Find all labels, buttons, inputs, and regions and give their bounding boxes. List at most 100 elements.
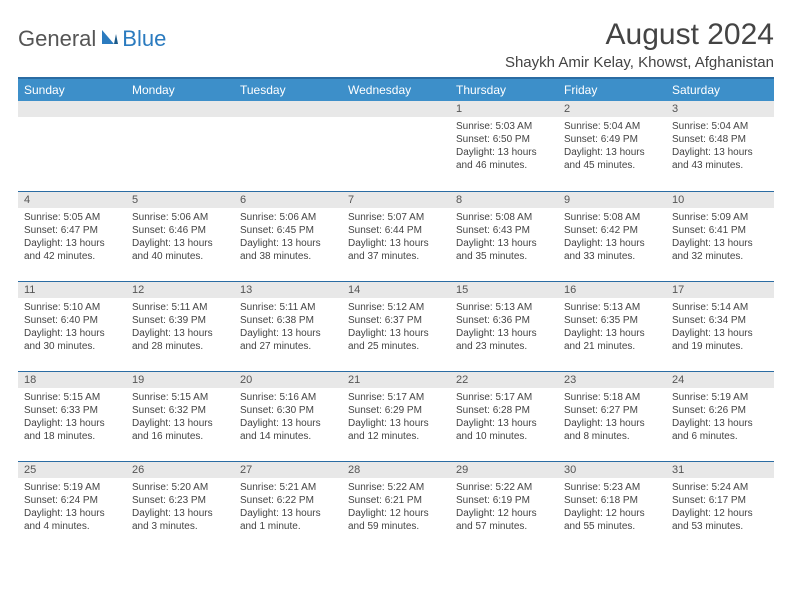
daylight-text: Daylight: 13 hours — [132, 417, 228, 430]
calendar-cell: 18Sunrise: 5:15 AMSunset: 6:33 PMDayligh… — [18, 371, 126, 461]
daylight-text: and 6 minutes. — [672, 430, 768, 443]
calendar-cell: 29Sunrise: 5:22 AMSunset: 6:19 PMDayligh… — [450, 461, 558, 551]
daylight-text: and 40 minutes. — [132, 250, 228, 263]
sunrise-text: Sunrise: 5:23 AM — [564, 481, 660, 494]
weekday-header: Sunday — [18, 78, 126, 101]
daylight-text: and 45 minutes. — [564, 159, 660, 172]
daylight-text: Daylight: 13 hours — [456, 237, 552, 250]
day-number: 19 — [126, 372, 234, 388]
day-details: Sunrise: 5:03 AMSunset: 6:50 PMDaylight:… — [450, 117, 558, 175]
day-number: 22 — [450, 372, 558, 388]
day-details: Sunrise: 5:21 AMSunset: 6:22 PMDaylight:… — [234, 478, 342, 536]
daylight-text: Daylight: 12 hours — [348, 507, 444, 520]
daylight-text: and 35 minutes. — [456, 250, 552, 263]
daylight-text: Daylight: 13 hours — [564, 237, 660, 250]
calendar-cell: 9Sunrise: 5:08 AMSunset: 6:42 PMDaylight… — [558, 191, 666, 281]
daylight-text: and 3 minutes. — [132, 520, 228, 533]
sunset-text: Sunset: 6:44 PM — [348, 224, 444, 237]
day-number: 8 — [450, 192, 558, 208]
daylight-text: Daylight: 13 hours — [24, 237, 120, 250]
daylight-text: Daylight: 13 hours — [132, 237, 228, 250]
day-details: Sunrise: 5:17 AMSunset: 6:29 PMDaylight:… — [342, 388, 450, 446]
weekday-header: Thursday — [450, 78, 558, 101]
daylight-text: and 27 minutes. — [240, 340, 336, 353]
daylight-text: Daylight: 13 hours — [672, 327, 768, 340]
daylight-text: Daylight: 12 hours — [456, 507, 552, 520]
day-details: Sunrise: 5:15 AMSunset: 6:33 PMDaylight:… — [18, 388, 126, 446]
day-number — [18, 101, 126, 117]
day-details: Sunrise: 5:08 AMSunset: 6:43 PMDaylight:… — [450, 208, 558, 266]
sunset-text: Sunset: 6:47 PM — [24, 224, 120, 237]
day-details: Sunrise: 5:06 AMSunset: 6:45 PMDaylight:… — [234, 208, 342, 266]
daylight-text: and 37 minutes. — [348, 250, 444, 263]
logo-sail-icon — [100, 28, 120, 51]
sunset-text: Sunset: 6:38 PM — [240, 314, 336, 327]
sunset-text: Sunset: 6:39 PM — [132, 314, 228, 327]
day-number: 12 — [126, 282, 234, 298]
daylight-text: Daylight: 13 hours — [672, 417, 768, 430]
sunset-text: Sunset: 6:36 PM — [456, 314, 552, 327]
daylight-text: and 46 minutes. — [456, 159, 552, 172]
daylight-text: and 8 minutes. — [564, 430, 660, 443]
daylight-text: Daylight: 13 hours — [240, 237, 336, 250]
calendar-cell: 19Sunrise: 5:15 AMSunset: 6:32 PMDayligh… — [126, 371, 234, 461]
day-number: 5 — [126, 192, 234, 208]
daylight-text: Daylight: 13 hours — [132, 327, 228, 340]
calendar-cell: 12 Sunrise: 5:11 AMSunset: 6:39 PMDayligh… — [126, 281, 234, 371]
sunrise-text: Sunrise: 5:06 AM — [132, 211, 228, 224]
calendar-cell: 7Sunrise: 5:07 AMSunset: 6:44 PMDaylight… — [342, 191, 450, 281]
day-number: 27 — [234, 462, 342, 478]
sunset-text: Sunset: 6:46 PM — [132, 224, 228, 237]
month-title: August 2024 — [505, 18, 774, 52]
daylight-text: Daylight: 13 hours — [456, 146, 552, 159]
daylight-text: Daylight: 13 hours — [456, 327, 552, 340]
calendar-cell: 3Sunrise: 5:04 AMSunset: 6:48 PMDaylight… — [666, 101, 774, 191]
day-details: Sunrise: 5:24 AMSunset: 6:17 PMDaylight:… — [666, 478, 774, 536]
calendar-cell: 28Sunrise: 5:22 AMSunset: 6:21 PMDayligh… — [342, 461, 450, 551]
daylight-text: and 21 minutes. — [564, 340, 660, 353]
calendar-cell: 4Sunrise: 5:05 AMSunset: 6:47 PMDaylight… — [18, 191, 126, 281]
calendar-cell — [234, 101, 342, 191]
calendar-week-row: 18Sunrise: 5:15 AMSunset: 6:33 PMDayligh… — [18, 371, 774, 461]
sunrise-text: Sunrise: 5:18 AM — [564, 391, 660, 404]
sunset-text: Sunset: 6:27 PM — [564, 404, 660, 417]
day-details: Sunrise: 5:22 AMSunset: 6:21 PMDaylight:… — [342, 478, 450, 536]
daylight-text: and 19 minutes. — [672, 340, 768, 353]
daylight-text: Daylight: 13 hours — [240, 417, 336, 430]
day-number: 20 — [234, 372, 342, 388]
day-number: 28 — [342, 462, 450, 478]
daylight-text: Daylight: 13 hours — [564, 327, 660, 340]
day-details: Sunrise: 5:07 AMSunset: 6:44 PMDaylight:… — [342, 208, 450, 266]
sunrise-text: Sunrise: 5:19 AM — [672, 391, 768, 404]
calendar-cell — [126, 101, 234, 191]
day-number: 16 — [558, 282, 666, 298]
sunset-text: Sunset: 6:33 PM — [24, 404, 120, 417]
day-number: 23 — [558, 372, 666, 388]
sunset-text: Sunset: 6:30 PM — [240, 404, 336, 417]
calendar-table: SundayMondayTuesdayWednesdayThursdayFrid… — [18, 77, 774, 551]
calendar-cell: 15Sunrise: 5:13 AMSunset: 6:36 PMDayligh… — [450, 281, 558, 371]
sunset-text: Sunset: 6:18 PM — [564, 494, 660, 507]
calendar-cell: 25Sunrise: 5:19 AMSunset: 6:24 PMDayligh… — [18, 461, 126, 551]
sunset-text: Sunset: 6:22 PM — [240, 494, 336, 507]
sunrise-text: Sunrise: 5:22 AM — [348, 481, 444, 494]
day-number: 21 — [342, 372, 450, 388]
sunset-text: Sunset: 6:32 PM — [132, 404, 228, 417]
day-number: 1 — [450, 101, 558, 117]
day-details: Sunrise: 5:18 AMSunset: 6:27 PMDaylight:… — [558, 388, 666, 446]
day-details: Sunrise: 5:10 AMSunset: 6:40 PMDaylight:… — [18, 298, 126, 356]
weekday-header: Monday — [126, 78, 234, 101]
day-details: Sunrise: 5:11 AMSunset: 6:38 PMDaylight:… — [234, 298, 342, 356]
day-number: 29 — [450, 462, 558, 478]
calendar-cell: 8Sunrise: 5:08 AMSunset: 6:43 PMDaylight… — [450, 191, 558, 281]
weekday-header: Saturday — [666, 78, 774, 101]
sunset-text: Sunset: 6:26 PM — [672, 404, 768, 417]
calendar-cell: 10Sunrise: 5:09 AMSunset: 6:41 PMDayligh… — [666, 191, 774, 281]
sunrise-text: Sunrise: 5:13 AM — [456, 301, 552, 314]
sunrise-text: Sunrise: 5:11 AM — [132, 301, 228, 314]
daylight-text: and 18 minutes. — [24, 430, 120, 443]
daylight-text: and 10 minutes. — [456, 430, 552, 443]
sunrise-text: Sunrise: 5:03 AM — [456, 120, 552, 133]
daylight-text: Daylight: 13 hours — [564, 146, 660, 159]
daylight-text: and 32 minutes. — [672, 250, 768, 263]
